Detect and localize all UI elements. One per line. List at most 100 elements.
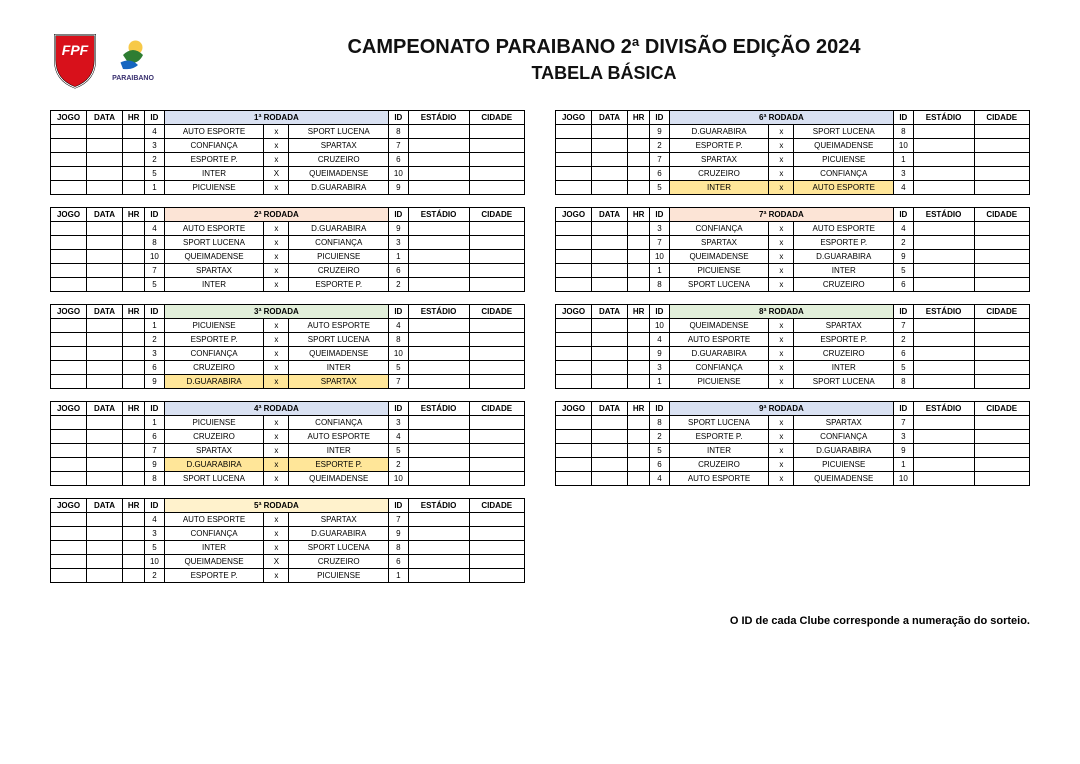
cell-jogo [51, 319, 87, 333]
cell-hr [628, 181, 650, 195]
cell-home: AUTO ESPORTE [669, 472, 769, 486]
cell-hr [123, 472, 145, 486]
cell-id1: 8 [145, 236, 164, 250]
cell-away: CONFIANÇA [289, 236, 389, 250]
cell-x: x [264, 458, 289, 472]
col-jogo: JOGO [556, 305, 592, 319]
title-main: CAMPEONATO PARAIBANO 2ª DIVISÃO EDIÇÃO 2… [178, 36, 1030, 59]
cell-jogo [556, 264, 592, 278]
left-column: JOGODATAHRID1ª RODADAIDESTÁDIOCIDADE4AUT… [50, 110, 525, 595]
match-row: 7SPARTAXxESPORTE P.2 [556, 236, 1030, 250]
cell-id1: 10 [145, 555, 164, 569]
cell-estadio [408, 222, 469, 236]
col-id2: ID [894, 208, 913, 222]
cell-data [87, 236, 123, 250]
col-cidade: CIDADE [974, 208, 1030, 222]
match-row: 9D.GUARABIRAxCRUZEIRO6 [556, 347, 1030, 361]
cell-cidade [469, 527, 525, 541]
cell-data [592, 139, 628, 153]
cell-jogo [51, 541, 87, 555]
cell-home: D.GUARABIRA [164, 375, 264, 389]
cell-data [87, 569, 123, 583]
cell-hr [123, 236, 145, 250]
cell-away: INTER [289, 444, 389, 458]
cell-home: SPARTAX [669, 236, 769, 250]
cell-away: CRUZEIRO [794, 347, 894, 361]
cell-x: x [769, 416, 794, 430]
cell-hr [123, 444, 145, 458]
cell-jogo [51, 236, 87, 250]
col-id2: ID [894, 111, 913, 125]
cell-data [592, 264, 628, 278]
cell-cidade [974, 347, 1030, 361]
cell-cidade [469, 153, 525, 167]
cell-id1: 6 [650, 458, 669, 472]
cell-cidade [469, 167, 525, 181]
cell-x: x [264, 416, 289, 430]
cell-home: ESPORTE P. [164, 569, 264, 583]
col-id2: ID [389, 305, 408, 319]
cell-home: CRUZEIRO [164, 361, 264, 375]
cell-x: x [264, 139, 289, 153]
cell-hr [628, 139, 650, 153]
cell-away: CRUZEIRO [289, 264, 389, 278]
cell-hr [123, 319, 145, 333]
col-id: ID [145, 208, 164, 222]
cell-home: ESPORTE P. [164, 333, 264, 347]
cell-data [592, 181, 628, 195]
schedule-table: JOGODATAHRID8ª RODADAIDESTÁDIOCIDADE10QU… [555, 304, 1030, 389]
cell-x: x [769, 375, 794, 389]
cell-id1: 9 [650, 347, 669, 361]
cell-away: QUEIMADENSE [289, 167, 389, 181]
cell-id2: 6 [894, 347, 913, 361]
cell-estadio [913, 375, 974, 389]
cell-hr [628, 125, 650, 139]
cell-x: x [264, 236, 289, 250]
cell-id1: 1 [145, 319, 164, 333]
cell-estadio [913, 139, 974, 153]
cell-x: x [769, 278, 794, 292]
col-hr: HR [123, 305, 145, 319]
rodada-block: JOGODATAHRID6ª RODADAIDESTÁDIOCIDADE9D.G… [555, 110, 1030, 195]
cell-jogo [556, 139, 592, 153]
match-row: 7SPARTAXxPICUIENSE1 [556, 153, 1030, 167]
cell-estadio [913, 167, 974, 181]
cell-x: x [264, 278, 289, 292]
cell-hr [628, 222, 650, 236]
cell-away: AUTO ESPORTE [794, 222, 894, 236]
cell-id2: 10 [389, 347, 408, 361]
cell-id1: 3 [650, 222, 669, 236]
cell-x: x [264, 181, 289, 195]
cell-id1: 6 [145, 430, 164, 444]
cell-id2: 10 [389, 472, 408, 486]
match-row: 10QUEIMADENSExPICUIENSE1 [51, 250, 525, 264]
cell-hr [628, 153, 650, 167]
cell-cidade [469, 319, 525, 333]
cell-home: AUTO ESPORTE [669, 333, 769, 347]
cell-x: x [769, 347, 794, 361]
match-row: 4AUTO ESPORTExD.GUARABIRA9 [51, 222, 525, 236]
cell-home: CONFIANÇA [669, 222, 769, 236]
cell-id1: 2 [145, 333, 164, 347]
cell-away: ESPORTE P. [289, 458, 389, 472]
col-id: ID [145, 305, 164, 319]
cell-hr [123, 458, 145, 472]
cell-away: PICUIENSE [794, 153, 894, 167]
rodada-block: JOGODATAHRID3ª RODADAIDESTÁDIOCIDADE1PIC… [50, 304, 525, 389]
col-hr: HR [123, 402, 145, 416]
cell-x: x [769, 139, 794, 153]
cell-id2: 8 [894, 375, 913, 389]
cell-cidade [974, 139, 1030, 153]
cell-data [87, 167, 123, 181]
col-id2: ID [389, 402, 408, 416]
cell-home: AUTO ESPORTE [164, 125, 264, 139]
cell-cidade [469, 513, 525, 527]
cell-data [87, 541, 123, 555]
col-data: DATA [592, 305, 628, 319]
match-row: 2ESPORTE P.xPICUIENSE1 [51, 569, 525, 583]
cell-id1: 3 [145, 527, 164, 541]
match-row: 9D.GUARABIRAxESPORTE P.2 [51, 458, 525, 472]
match-row: 2ESPORTE P.xSPORT LUCENA8 [51, 333, 525, 347]
cell-cidade [469, 569, 525, 583]
cell-home: SPARTAX [164, 264, 264, 278]
